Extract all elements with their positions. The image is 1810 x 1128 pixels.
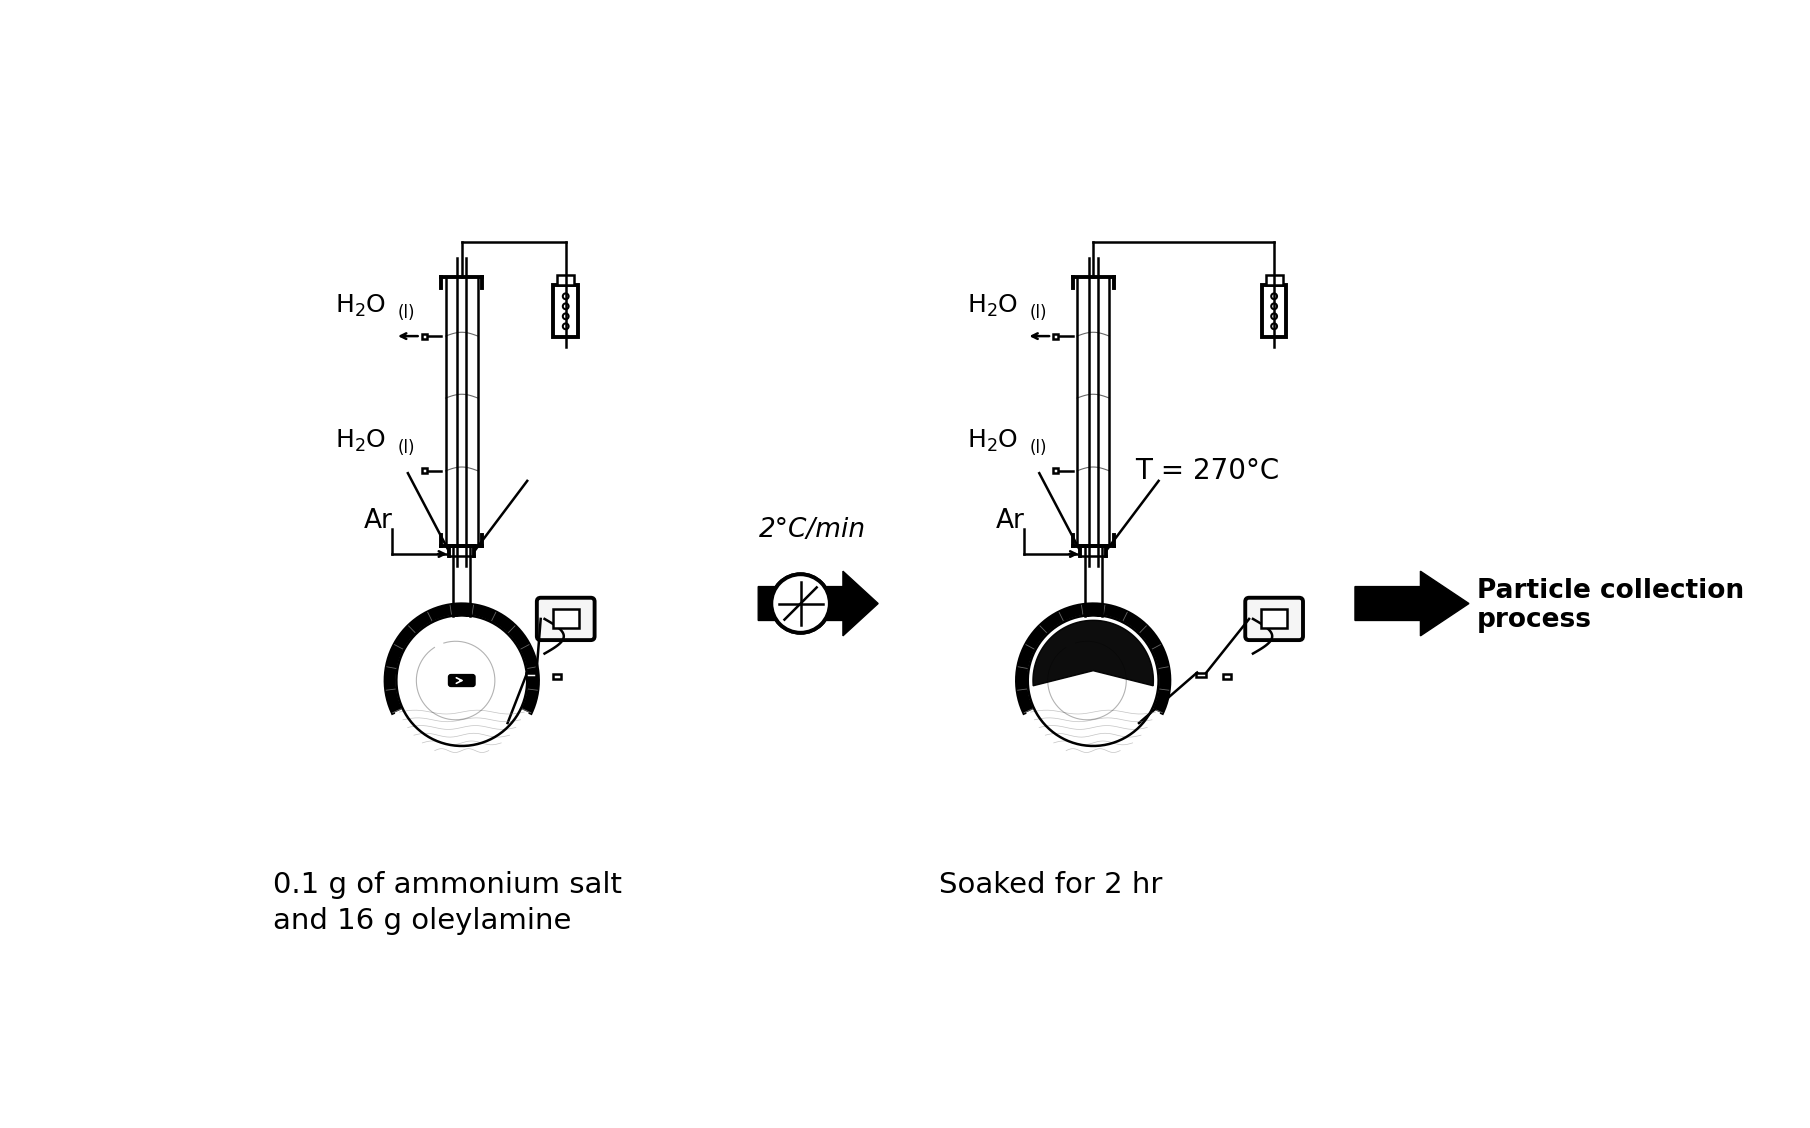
Text: (l): (l) bbox=[398, 305, 414, 323]
Bar bbox=[527, 672, 536, 677]
Text: process: process bbox=[1477, 608, 1591, 634]
Circle shape bbox=[563, 303, 568, 309]
Text: T = 270°C: T = 270°C bbox=[1135, 457, 1280, 485]
Text: and 16 g oleylamine: and 16 g oleylamine bbox=[273, 907, 572, 935]
Text: 0.1 g of ammonium salt: 0.1 g of ammonium salt bbox=[273, 871, 623, 899]
Bar bbox=[1053, 468, 1059, 474]
Polygon shape bbox=[386, 605, 538, 713]
Text: $\mathregular{H_2O}$: $\mathregular{H_2O}$ bbox=[967, 428, 1017, 453]
Bar bbox=[1053, 334, 1059, 338]
Circle shape bbox=[1271, 324, 1278, 329]
Polygon shape bbox=[1034, 620, 1153, 686]
FancyBboxPatch shape bbox=[449, 676, 474, 686]
Text: Particle collection: Particle collection bbox=[1477, 579, 1743, 605]
Text: (l): (l) bbox=[1030, 305, 1046, 323]
Text: $\mathregular{H_2O}$: $\mathregular{H_2O}$ bbox=[967, 293, 1017, 319]
Text: $\mathregular{H_2O}$: $\mathregular{H_2O}$ bbox=[335, 293, 387, 319]
Text: Ar: Ar bbox=[364, 508, 393, 534]
Bar bbox=[554, 675, 561, 679]
Text: 2°C/min: 2°C/min bbox=[758, 518, 865, 544]
Polygon shape bbox=[396, 615, 527, 746]
Polygon shape bbox=[1017, 605, 1169, 713]
Circle shape bbox=[563, 314, 568, 319]
Text: Ar: Ar bbox=[996, 508, 1024, 534]
Polygon shape bbox=[1356, 571, 1470, 636]
Circle shape bbox=[1271, 293, 1278, 299]
Bar bbox=[422, 468, 427, 474]
FancyBboxPatch shape bbox=[538, 598, 595, 640]
Bar bbox=[552, 609, 579, 628]
Bar bbox=[422, 334, 427, 338]
Text: (l): (l) bbox=[1030, 439, 1046, 457]
Text: Soaked for 2 hr: Soaked for 2 hr bbox=[939, 871, 1162, 899]
Circle shape bbox=[563, 293, 568, 299]
Polygon shape bbox=[758, 571, 878, 636]
Bar bbox=[1265, 275, 1283, 284]
Circle shape bbox=[771, 574, 829, 633]
Circle shape bbox=[771, 574, 829, 633]
Polygon shape bbox=[1028, 615, 1158, 746]
Bar bbox=[1262, 284, 1287, 337]
Bar bbox=[557, 275, 574, 284]
Bar bbox=[554, 284, 577, 337]
Bar bbox=[1224, 675, 1231, 679]
Bar bbox=[1196, 672, 1207, 677]
Circle shape bbox=[1271, 303, 1278, 309]
FancyBboxPatch shape bbox=[1245, 598, 1303, 640]
Circle shape bbox=[1271, 314, 1278, 319]
Text: (l): (l) bbox=[398, 439, 414, 457]
Text: $\mathregular{H_2O}$: $\mathregular{H_2O}$ bbox=[335, 428, 387, 453]
Circle shape bbox=[563, 324, 568, 329]
Bar bbox=[1262, 609, 1287, 628]
